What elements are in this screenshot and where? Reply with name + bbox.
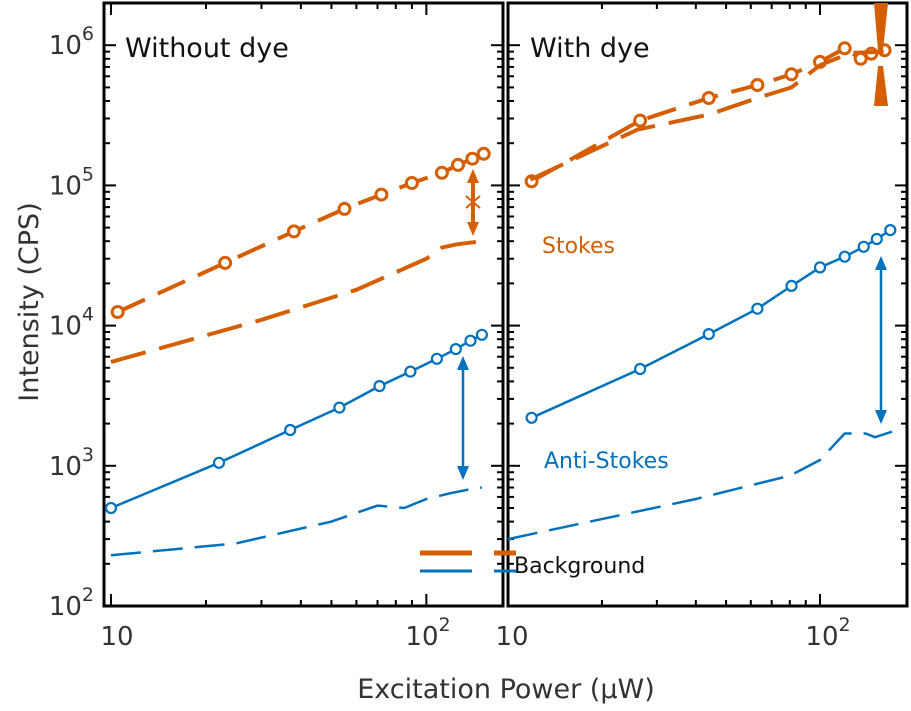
series-marker-stokes <box>784 67 799 82</box>
series-marker-anti-stokes <box>751 302 764 315</box>
y-tick-label-base: 10 <box>49 592 82 622</box>
y-tick-label-exponent: 2 <box>82 584 94 606</box>
series-marker-anti-stokes <box>785 279 798 292</box>
stokes-gap-arrow-head <box>467 169 479 183</box>
x-tick-label: 10 <box>495 622 528 652</box>
series-annotation: Anti-Stokes <box>544 449 669 474</box>
series-marker-stokes <box>374 187 389 202</box>
y-tick-label-exponent: 6 <box>82 23 94 45</box>
y-tick-label-exponent: 3 <box>82 444 94 466</box>
y-tick-label: 106 <box>49 23 94 61</box>
series-line-stokes-bg <box>110 239 483 364</box>
series-marker-anti-stokes <box>475 328 488 341</box>
series-marker-anti-stokes <box>404 365 417 378</box>
legend-label: Background <box>514 554 645 579</box>
stokes-gap-arrow-head <box>874 3 888 50</box>
series-line-anti-stokes <box>110 333 483 510</box>
series-marker-anti-stokes <box>525 411 538 424</box>
x-tick-label-base: 10 <box>100 622 133 652</box>
series-marker-stokes <box>633 113 648 128</box>
series-marker-stokes <box>337 201 352 216</box>
series-marker-anti-stokes <box>464 334 477 347</box>
series-marker-stokes <box>404 176 419 190</box>
y-tick-label-exponent: 5 <box>82 163 94 185</box>
stokes-gap-arrow-head <box>874 66 888 106</box>
x-tick-label: 10 <box>100 622 133 652</box>
series-marker-anti-stokes <box>333 401 346 414</box>
series-line-anti-stokes <box>531 229 891 419</box>
plot-frame <box>102 1 505 608</box>
series-marker-anti-stokes <box>284 423 297 437</box>
y-tick-label: 102 <box>49 584 94 622</box>
series-marker-stokes <box>434 165 449 180</box>
series-marker-stokes <box>750 78 765 92</box>
anti-stokes-gap-arrow-head <box>875 410 887 424</box>
series-annotation: Stokes <box>542 234 615 259</box>
series-marker-anti-stokes <box>449 343 462 356</box>
x-tick-label-base: 10 <box>495 622 528 652</box>
y-tick-label-base: 10 <box>49 452 82 482</box>
y-axis-label: Intensity (CPS) <box>14 202 45 401</box>
series-marker-stokes <box>110 305 125 319</box>
series-marker-stokes <box>476 146 491 161</box>
series-marker-anti-stokes <box>884 224 897 237</box>
series-marker-anti-stokes <box>104 501 118 515</box>
anti-stokes-gap-arrow-head <box>457 466 469 480</box>
series-marker-anti-stokes <box>633 362 647 376</box>
x-tick-label: 102 <box>805 614 850 652</box>
anti-stokes-gap-arrow-head <box>457 356 469 370</box>
series-marker-anti-stokes <box>870 232 883 246</box>
series-marker-stokes <box>218 255 233 270</box>
series-marker-stokes <box>465 151 480 166</box>
series-marker-anti-stokes <box>702 328 715 341</box>
series-marker-stokes <box>451 157 465 172</box>
series-marker-anti-stokes <box>813 261 827 274</box>
y-tick-label-base: 10 <box>49 312 82 342</box>
series-marker-anti-stokes <box>373 380 386 393</box>
plot-frame <box>506 1 909 608</box>
x-tick-label-exponent: 2 <box>839 614 851 636</box>
series-marker-anti-stokes <box>838 250 851 263</box>
y-tick-label: 103 <box>49 444 94 482</box>
x-axis-label: Excitation Power (μW) <box>357 674 655 705</box>
anti-stokes-gap-arrow-head <box>875 256 887 270</box>
legend: Background <box>420 550 645 579</box>
stokes-gap-arrow-head <box>467 222 479 236</box>
y-tick-label-base: 10 <box>49 31 82 61</box>
y-tick-label-base: 10 <box>49 171 82 201</box>
series-line-stokes-bg <box>529 49 884 182</box>
series-marker-stokes <box>837 41 852 56</box>
panel-title: With dye <box>530 33 650 64</box>
stokes-gap-marker <box>465 195 481 209</box>
series-marker-stokes <box>286 224 301 239</box>
y-tick-label: 104 <box>49 304 94 342</box>
panel-title: Without dye <box>125 33 289 64</box>
series-line-anti-stokes-bg <box>507 430 893 541</box>
series-marker-stokes <box>701 91 716 105</box>
y-tick-label-exponent: 4 <box>82 304 94 326</box>
series-marker-anti-stokes <box>212 456 226 469</box>
y-tick-label: 105 <box>49 163 94 201</box>
x-tick-label: 102 <box>405 614 450 652</box>
series-line-stokes <box>116 151 485 314</box>
series-line-anti-stokes-bg <box>110 486 483 557</box>
series-line-stokes <box>530 46 886 184</box>
x-tick-label-base: 10 <box>405 622 438 652</box>
series-marker-anti-stokes <box>857 240 870 253</box>
series-marker-anti-stokes <box>430 352 443 365</box>
x-tick-label-exponent: 2 <box>439 614 451 636</box>
x-tick-label-base: 10 <box>805 622 838 652</box>
